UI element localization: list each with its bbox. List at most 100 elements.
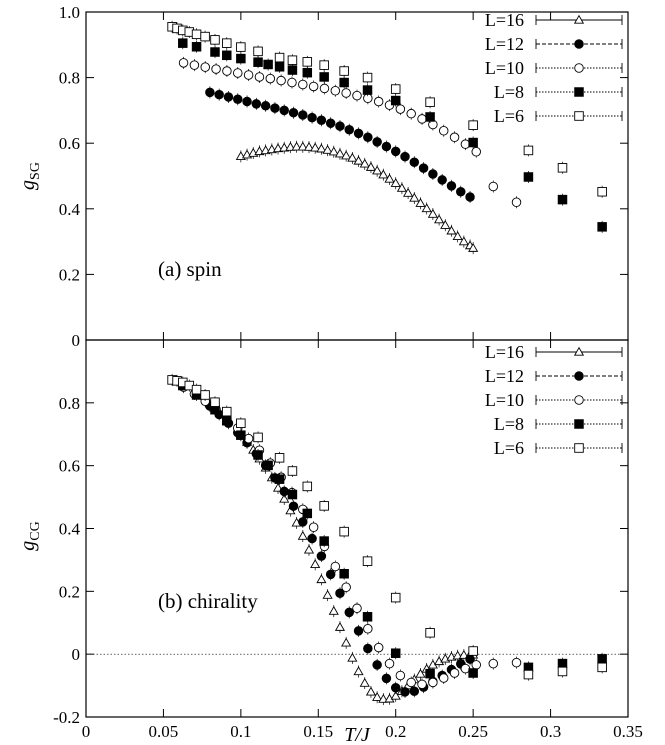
data-point: [263, 59, 273, 70]
legend-marker: [574, 111, 584, 121]
data-point: [274, 52, 285, 63]
data-point: [471, 146, 481, 157]
data-point: [363, 623, 373, 634]
data-point: [310, 559, 321, 568]
data-point: [372, 137, 382, 147]
data-point: [381, 673, 392, 684]
legend-item: L=12: [485, 366, 623, 386]
data-point: [395, 670, 406, 681]
data-point: [353, 128, 364, 139]
data-point: [353, 155, 364, 165]
data-point: [279, 486, 289, 497]
data-point: [362, 85, 373, 95]
data-point: [287, 65, 298, 75]
data-point: [458, 236, 469, 246]
panel-label-chirality: (b) chirality: [158, 589, 258, 613]
y-axis-label-main: g: [17, 541, 39, 551]
x-axis-ticks: 0 0.05 0.1 0.15 0.2 0.25 0.3 0.35: [82, 340, 643, 741]
data-point: [222, 406, 232, 417]
panel-spin: 00.20.40.60.81.0 gSG (a) spin L=16L=12L=…: [17, 3, 629, 350]
data-point: [344, 607, 355, 618]
data-point: [339, 526, 349, 537]
y-tick-label: 0.4: [59, 200, 81, 219]
series-L-10: [178, 56, 522, 209]
data-point: [254, 72, 265, 82]
data-point: [210, 47, 220, 57]
data-point: [302, 481, 313, 492]
data-point: [438, 673, 449, 683]
data-point: [468, 668, 478, 678]
legend-marker: [574, 419, 584, 429]
data-point: [211, 64, 221, 74]
data-point: [449, 668, 460, 678]
legend-marker: [574, 87, 584, 97]
legend-item: L=8: [494, 414, 623, 434]
data-point: [200, 62, 210, 72]
legend-chirality: L=16 L=12 L=10 L=8 L=6: [485, 342, 623, 458]
x-tick-label: 0.3: [540, 722, 561, 741]
data-point: [287, 77, 297, 88]
data-point: [415, 668, 426, 678]
data-point: [557, 194, 568, 205]
series-L-12: [205, 399, 475, 698]
data-point: [390, 84, 401, 94]
data-point: [390, 683, 401, 693]
data-point: [236, 430, 246, 440]
legend-label: L=16: [485, 10, 524, 30]
data-point: [456, 186, 466, 197]
data-point: [468, 242, 479, 252]
data-point: [316, 574, 327, 584]
data-point: [322, 144, 333, 154]
series-L-6: [167, 373, 607, 681]
data-point: [263, 460, 273, 471]
x-tick-label: 0: [82, 722, 91, 741]
data-point: [396, 182, 407, 192]
data-point: [210, 35, 220, 45]
data-point: [330, 561, 341, 572]
data-point: [339, 77, 349, 88]
data-point: [339, 66, 349, 76]
series-group-spin: [167, 20, 607, 255]
legend-item: L=10: [485, 58, 623, 78]
y-tick-label: 1.0: [59, 3, 80, 22]
data-point: [440, 219, 451, 229]
panel-chirality: -0.200.20.40.60.8 0 0.05 0.1 0.15 0.2 0.25 0.3…: [17, 339, 643, 745]
data-point: [425, 628, 435, 638]
panel-label-spin: (a) spin: [158, 257, 222, 281]
data-point: [307, 112, 317, 123]
data-point: [363, 643, 373, 654]
x-axis-label: T/J: [344, 724, 371, 745]
data-point: [511, 657, 522, 668]
y-axis-label-sub: CG: [28, 521, 43, 540]
data-point: [236, 53, 246, 64]
data-point: [288, 107, 299, 118]
data-point: [316, 115, 327, 125]
data-point: [557, 163, 568, 173]
legend-item: L=12: [485, 34, 623, 54]
legend-label: L=8: [494, 82, 524, 102]
data-point: [352, 90, 362, 101]
legend-marker: [574, 63, 584, 73]
data-point: [468, 646, 478, 656]
data-point: [276, 75, 286, 86]
data-point: [308, 81, 319, 92]
data-point: [362, 612, 373, 622]
legend-label: L=6: [494, 106, 524, 126]
legend-item: L=10: [485, 390, 623, 410]
data-point: [330, 85, 341, 96]
data-point: [409, 157, 420, 167]
data-point: [189, 60, 200, 70]
data-point: [316, 143, 327, 153]
data-point: [363, 132, 373, 143]
data-point: [310, 142, 321, 152]
y-tick-label: 0.4: [59, 520, 81, 539]
data-point: [373, 96, 384, 107]
y-axis-label-main: g: [17, 180, 39, 190]
data-point: [287, 55, 298, 65]
data-point: [341, 150, 352, 160]
data-point: [270, 103, 280, 113]
series-L-16: [235, 140, 479, 255]
data-point: [597, 186, 607, 197]
legend-spin: L=16 L=12 L=10 L=8 L=6: [485, 10, 623, 126]
data-point: [253, 450, 263, 460]
